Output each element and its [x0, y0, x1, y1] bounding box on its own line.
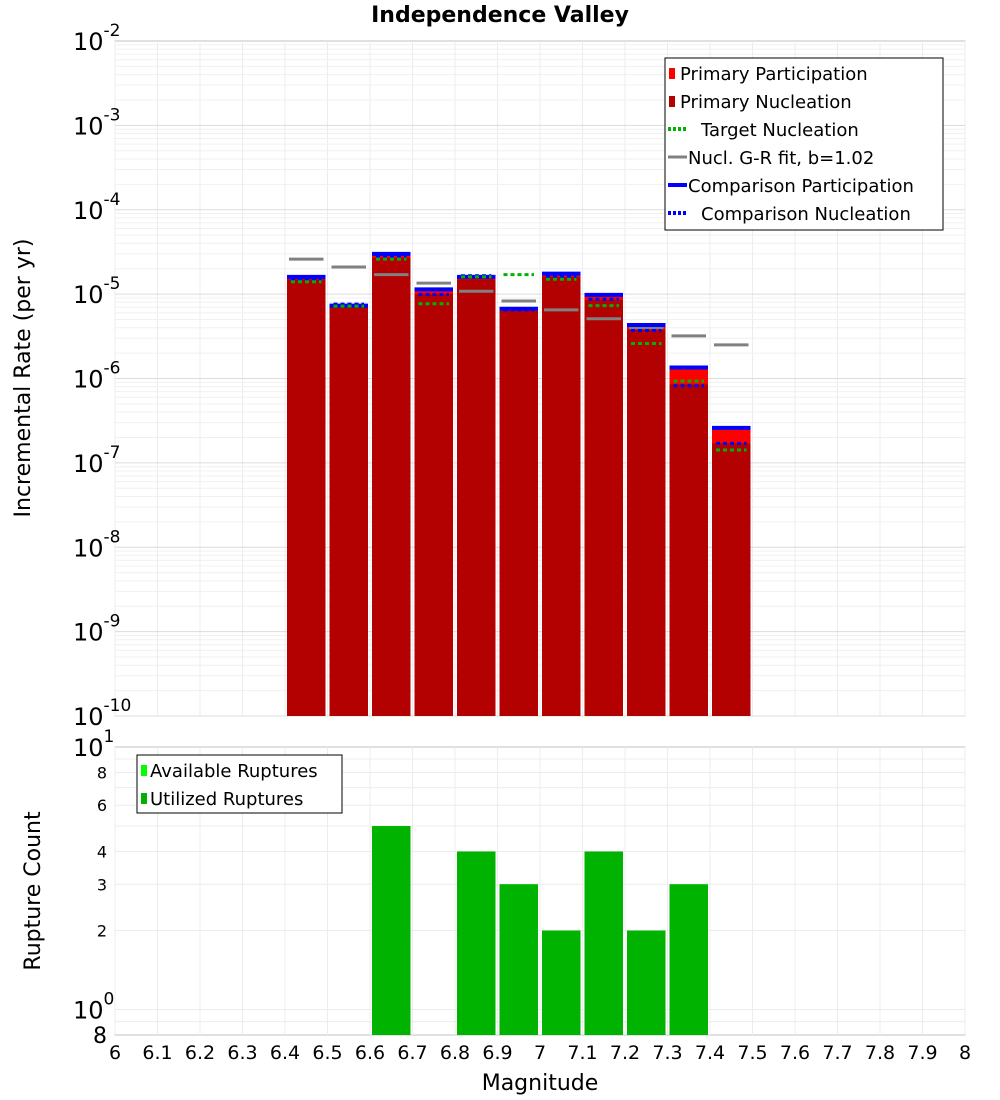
legend-label: Utilized Ruptures — [150, 789, 303, 810]
count-y-tick-label: 4 — [97, 842, 107, 861]
count-y-tick-label: 8 — [93, 1024, 107, 1049]
primary-nucleation-bar — [712, 443, 751, 716]
x-tick-label: 7.8 — [865, 1042, 895, 1064]
utilized-ruptures-bar — [372, 826, 411, 1035]
x-tick-label: 6.8 — [440, 1042, 470, 1064]
primary-nucleation-bar — [372, 257, 411, 716]
utilized-ruptures-bar — [627, 930, 666, 1035]
x-tick-label: 7 — [534, 1042, 546, 1064]
rate-lines — [287, 251, 751, 452]
legend-entry-utilized-ruptures: Utilized Ruptures — [141, 789, 303, 810]
legend-label: Comparison Nucleation — [701, 204, 911, 225]
legend-swatch — [141, 793, 147, 804]
x-tick-label: 7.5 — [737, 1042, 767, 1064]
rate-legend: Primary Participation Primary Nucleation T… — [664, 57, 944, 231]
x-tick-labels: 6 6.1 6.2 6.3 6.4 6.5 6.6 6.7 6.8 6.9 7 7.1 7.2 7.3 7.… — [109, 1042, 971, 1064]
primary-nucleation-bar — [584, 300, 623, 716]
primary-nucleation-bar — [329, 307, 368, 716]
primary-nucleation-bar — [669, 384, 708, 716]
x-axis-label: Magnitude — [482, 1071, 599, 1096]
count-y-tick-label: 3 — [97, 875, 107, 894]
legend-swatch — [141, 765, 147, 776]
utilized-ruptures-bar — [669, 884, 708, 1035]
x-tick-label: 6.3 — [227, 1042, 257, 1064]
count-y-tick-label: 6 — [97, 796, 107, 815]
utilized-ruptures-bar — [584, 851, 623, 1035]
x-tick-label: 7.2 — [610, 1042, 640, 1064]
x-tick-label: 7.9 — [907, 1042, 937, 1064]
rate-y-axis-label: Incremental Rate (per yr) — [11, 239, 36, 518]
count-y-axis-label: Rupture Count — [21, 811, 46, 971]
rate-legend-box — [664, 57, 944, 231]
rate-y-tick-label: 10-10 — [73, 696, 131, 731]
rate-y-tick-label: 10-4 — [73, 190, 121, 225]
rate-y-tick-label: 10-7 — [73, 443, 121, 478]
rate-y-tick-label: 10-2 — [73, 21, 121, 56]
legend-label: Comparison Participation — [688, 176, 914, 197]
legend-entry-target-nucleation: Target Nucleation — [668, 120, 859, 141]
count-legend: Available Ruptures Utilized Ruptures — [136, 754, 343, 814]
x-tick-label: 6.1 — [142, 1042, 172, 1064]
x-tick-label: 6.6 — [355, 1042, 385, 1064]
legend-label: Nucl. G-R fit, b=1.02 — [688, 148, 874, 169]
primary-nucleation-bar — [627, 329, 666, 716]
legend-label: Target Nucleation — [700, 120, 859, 141]
legend-entry-comparison-participation: Comparison Participation — [668, 176, 914, 197]
x-tick-label: 8 — [959, 1042, 971, 1064]
count-y-tick-label: 8 — [97, 763, 107, 782]
rate-y-tick-label: 10-9 — [73, 612, 121, 647]
legend-label: Primary Participation — [680, 64, 868, 85]
x-tick-label: 7.3 — [652, 1042, 682, 1064]
count-y-tick-label: 100 — [73, 990, 114, 1025]
legend-label: Primary Nucleation — [680, 92, 852, 113]
x-tick-label: 6.9 — [482, 1042, 512, 1064]
rate-bars — [287, 253, 751, 716]
x-tick-label: 6.7 — [397, 1042, 427, 1064]
x-tick-label: 6 — [109, 1042, 121, 1064]
utilized-ruptures-bar — [542, 930, 581, 1035]
rate-plot-panel: 10-2 10-3 10-4 10-5 10-6 10-7 10-8 10-9 10-10 In… — [11, 21, 966, 731]
legend-entry-primary-participation: Primary Participation — [669, 64, 868, 85]
rate-y-tick-label: 10-8 — [73, 527, 121, 562]
count-y-tick-label: 101 — [73, 727, 114, 762]
rate-grid — [114, 41, 966, 717]
primary-nucleation-bar — [542, 276, 581, 716]
x-tick-label: 6.2 — [185, 1042, 215, 1064]
x-tick-label: 6.4 — [270, 1042, 300, 1064]
count-grid — [114, 747, 966, 1035]
x-tick-label: 6.5 — [312, 1042, 342, 1064]
legend-swatch — [669, 96, 675, 107]
rate-y-tick-label: 10-3 — [73, 105, 121, 140]
legend-entry-comparison-nucleation: Comparison Nucleation — [668, 204, 911, 225]
legend-label: Available Ruptures — [150, 761, 318, 782]
count-bars — [372, 826, 708, 1035]
primary-nucleation-bar — [457, 279, 496, 716]
legend-entry-nucl-g-r-fit-b-1-02: Nucl. G-R fit, b=1.02 — [668, 148, 874, 169]
primary-nucleation-bar — [414, 294, 453, 716]
count-y-tick-label: 2 — [97, 922, 107, 941]
chart-title: Independence Valley — [371, 3, 629, 28]
utilized-ruptures-bar — [499, 884, 538, 1035]
count-legend-box — [136, 754, 343, 814]
rate-y-tick-label: 10-5 — [73, 274, 121, 309]
x-tick-label: 7.1 — [567, 1042, 597, 1064]
rate-y-tick-labels: 10-2 10-3 10-4 10-5 10-6 10-7 10-8 10-9 10-10 — [73, 21, 131, 731]
rate-y-tick-label: 10-6 — [73, 359, 121, 394]
primary-nucleation-bar — [499, 311, 538, 716]
x-tick-label: 7.4 — [695, 1042, 725, 1064]
legend-entry-primary-nucleation: Primary Nucleation — [669, 92, 852, 113]
legend-swatch — [669, 68, 675, 79]
primary-nucleation-bar — [287, 279, 326, 716]
x-tick-label: 7.7 — [822, 1042, 852, 1064]
x-tick-label: 7.6 — [780, 1042, 810, 1064]
legend-entry-available-ruptures: Available Ruptures — [141, 761, 318, 782]
utilized-ruptures-bar — [457, 851, 496, 1035]
